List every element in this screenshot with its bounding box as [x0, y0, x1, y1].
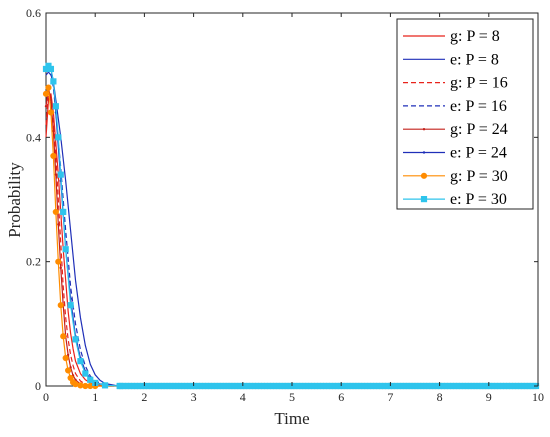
x-tick-label: 7 — [387, 390, 393, 404]
series-8 — [42, 62, 540, 390]
legend-box — [396, 18, 534, 210]
data-point — [87, 376, 94, 383]
legend-entry: g: P = 30 — [403, 168, 508, 185]
data-point — [52, 103, 59, 110]
y-axis-label: Probability — [5, 162, 24, 238]
data-point — [62, 246, 69, 253]
data-point — [47, 65, 55, 73]
x-tick-label: 9 — [486, 390, 492, 404]
data-point — [54, 173, 58, 176]
data-point — [44, 105, 48, 108]
data-point — [52, 208, 59, 216]
data-point — [60, 208, 67, 216]
data-point — [55, 258, 62, 265]
data-point — [72, 336, 79, 343]
data-point — [59, 266, 62, 270]
legend-marker — [422, 151, 426, 154]
x-tick-label: 4 — [240, 390, 246, 404]
y-tick-label: 0.6 — [26, 6, 41, 20]
x-tick-label: 8 — [437, 390, 443, 404]
legend-entry: e: P = 16 — [403, 98, 507, 115]
x-tick-label: 0 — [43, 390, 49, 404]
legend-entry: e: P = 24 — [403, 145, 507, 162]
legend-marker — [420, 172, 428, 179]
series-layer — [42, 62, 540, 390]
data-point — [50, 78, 57, 85]
legend-entry: g: P = 16 — [403, 75, 508, 92]
legend-label: g: P = 8 — [450, 28, 500, 45]
data-point — [50, 152, 57, 160]
legend-label: g: P = 30 — [450, 168, 508, 185]
legend-entry: g: P = 24 — [403, 121, 508, 138]
data-point — [57, 171, 64, 178]
legend-entry: g: P = 8 — [403, 28, 500, 45]
data-point — [66, 353, 70, 357]
data-point — [57, 223, 60, 226]
data-point — [67, 302, 74, 309]
x-tick-label: 2 — [141, 390, 147, 404]
data-point — [65, 367, 72, 374]
data-point — [47, 109, 55, 116]
data-point — [42, 90, 50, 97]
legend-entry: e: P = 8 — [403, 51, 499, 68]
series-3 — [45, 93, 538, 387]
x-tick-label: 3 — [191, 390, 197, 404]
x-axis-label: Time — [274, 409, 309, 428]
data-point — [62, 354, 69, 362]
axis-ticks: 0 1 2 3 4 5 6 7 8 9 10 0 0.2 0.4 0.6 — [26, 6, 544, 404]
x-tick-label: 5 — [289, 390, 295, 404]
legend-label: e: P = 8 — [450, 51, 499, 68]
y-tick-label: 0.2 — [26, 255, 41, 269]
series-line — [45, 93, 538, 387]
data-point — [101, 382, 109, 389]
y-tick-label: 0 — [35, 379, 41, 393]
series-line — [45, 93, 538, 387]
legend-entry: e: P = 30 — [403, 191, 507, 208]
data-point — [72, 381, 79, 388]
data-point — [52, 129, 55, 133]
legend-label: e: P = 24 — [450, 145, 507, 162]
y-tick-label: 0.4 — [26, 130, 41, 144]
legend-marker — [422, 128, 426, 131]
series-1 — [45, 93, 538, 387]
data-point — [69, 366, 72, 369]
data-point — [45, 84, 52, 91]
legend-label: g: P = 16 — [450, 75, 508, 92]
x-tick-label: 1 — [92, 390, 98, 404]
data-point — [77, 358, 84, 365]
legend: g: P = 8 e: P = 8 g: P = 16 e: P = 16 g: P =… — [396, 18, 534, 210]
legend-label: e: P = 16 — [450, 98, 507, 115]
legend-marker — [420, 196, 428, 203]
x-tick-label: 10 — [532, 390, 544, 404]
legend-label: g: P = 24 — [450, 121, 508, 138]
data-point — [60, 333, 67, 340]
data-point — [55, 134, 62, 141]
legend-label: e: P = 30 — [450, 191, 507, 208]
data-point — [77, 382, 84, 389]
data-point — [82, 370, 89, 377]
x-tick-label: 6 — [338, 390, 344, 404]
data-point — [57, 302, 64, 309]
